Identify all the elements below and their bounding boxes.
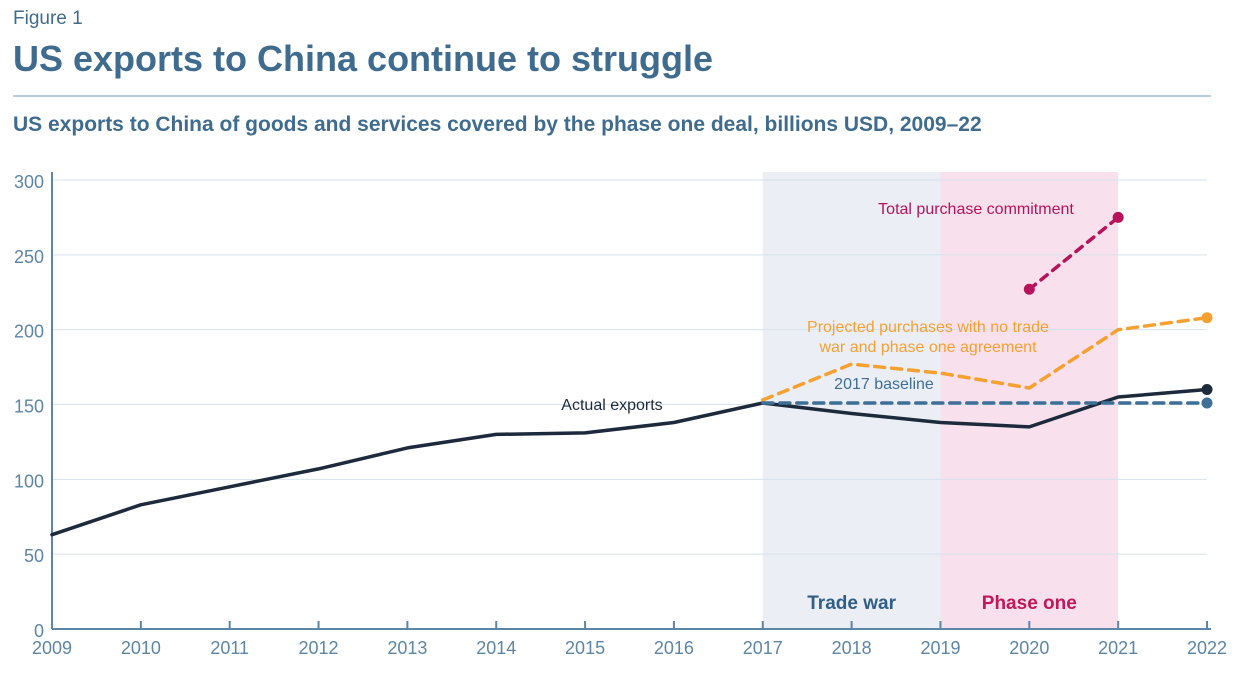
band-trade-war <box>762 172 941 629</box>
x-tick-label: 2022 <box>1187 638 1227 658</box>
chart-title: US exports to China continue to struggle <box>13 38 714 79</box>
title-divider <box>13 95 1211 97</box>
x-tick-label: 2011 <box>210 638 249 658</box>
y-tick-label: 200 <box>14 322 44 342</box>
series-line-projected <box>761 315 1209 402</box>
y-tick-label: 250 <box>14 247 44 267</box>
x-tick-label: 2016 <box>654 638 694 658</box>
data-point-baseline <box>1201 397 1213 409</box>
x-tick-label: 2020 <box>1009 638 1049 658</box>
chart-subtitle: US exports to China of goods and service… <box>13 113 982 136</box>
x-tick-label: 2014 <box>476 638 516 658</box>
data-point-commitment <box>1023 283 1035 295</box>
series-label-baseline: 2017 baseline <box>834 376 934 393</box>
x-tick-label: 2009 <box>32 638 72 658</box>
data-point-actual <box>1201 384 1213 396</box>
y-tick-label: 100 <box>14 471 44 491</box>
y-tick-label: 50 <box>24 546 44 566</box>
band-label-phase-one: Phase one <box>982 593 1077 614</box>
band-label-trade-war: Trade war <box>807 593 896 614</box>
data-point-commitment <box>1112 211 1124 223</box>
period-bands: Trade war Phase one <box>762 172 1119 629</box>
series-label-commitment: Total purchase commitment <box>878 201 1074 218</box>
x-tick-label: 2010 <box>121 638 161 658</box>
band-phase-one <box>940 172 1119 629</box>
x-tick-label: 2019 <box>920 638 960 658</box>
gridlines <box>52 179 1207 555</box>
x-tick-label: 2012 <box>299 638 339 658</box>
series-label-projected: Projected purchases with no trade <box>807 319 1049 336</box>
x-tick-label: 2013 <box>387 638 427 658</box>
y-tick-label: 300 <box>14 172 44 192</box>
y-tick-label: 0 <box>34 621 44 641</box>
x-tick-label: 2021 <box>1098 638 1138 658</box>
axes: 0 50 100 150 200 250 300 2009 2010 2011 2012 2013 20… <box>14 172 1227 658</box>
figure-label: Figure 1 <box>13 8 83 29</box>
series-label-actual: Actual exports <box>561 397 662 414</box>
x-tick-label: 2017 <box>743 638 783 658</box>
y-tick-label: 150 <box>14 397 44 417</box>
series-label-projected: war and phase one agreement <box>818 339 1037 356</box>
annotations: Actual exports 2017 baseline Projected pur… <box>561 201 1074 414</box>
x-tick-label: 2015 <box>565 638 605 658</box>
data-point-projected <box>1201 312 1213 324</box>
x-tick-label: 2018 <box>832 638 872 658</box>
series-line-actual <box>50 387 1209 537</box>
line-chart: Trade war Phase one 0 50 100 150 200 250 300 200… <box>14 172 1227 658</box>
series-line-commitment <box>1027 215 1120 292</box>
series-lines <box>50 211 1213 537</box>
